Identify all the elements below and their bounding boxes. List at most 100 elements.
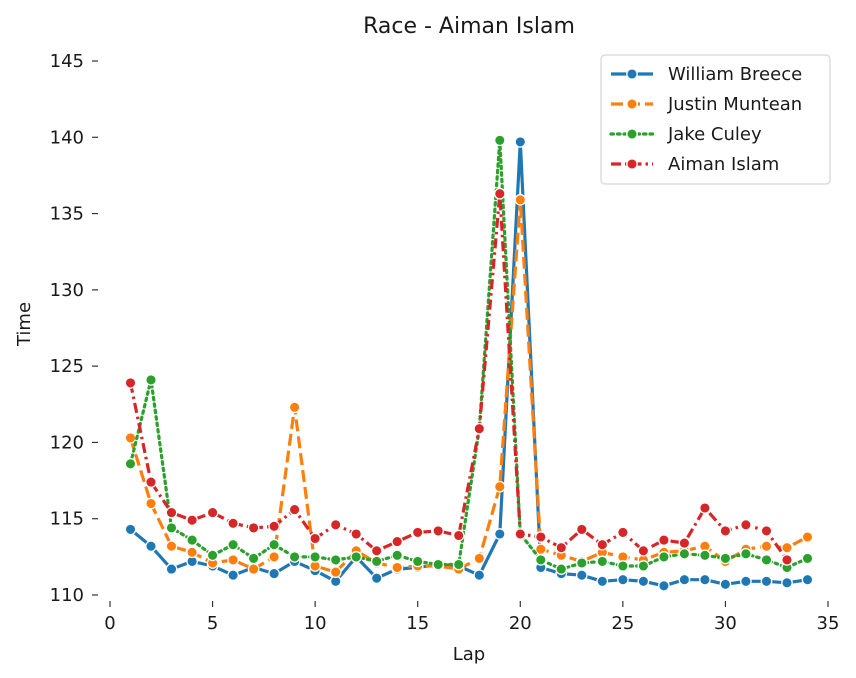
data-point [268,520,280,533]
data-point [575,523,588,536]
data-point [288,503,301,516]
data-point [165,540,178,553]
legend-swatch-marker [626,128,638,140]
y-tick-label: 115 [50,509,84,530]
legend-swatch-marker [626,158,638,170]
data-point [781,576,793,589]
data-point [678,547,691,560]
data-point [555,541,568,554]
data-point [678,573,691,586]
legend: William Breece Justin Muntean Jake Culey Ai… [600,54,831,185]
data-point [329,566,342,578]
data-point [165,563,178,575]
data-point [370,544,383,557]
data-point [227,538,239,551]
data-point [719,552,732,565]
data-point [165,506,178,519]
data-point [473,422,486,435]
data-point [391,549,404,562]
data-point [801,573,814,586]
data-point [350,551,363,563]
series-line [128,192,789,561]
chart-title: Race - Aiman Islam [363,14,575,39]
data-point [473,552,486,565]
x-tick-label: 30 [714,613,737,634]
data-point [719,578,732,591]
y-tick-label: 130 [50,280,84,301]
data-point [432,525,445,537]
data-point [740,575,752,588]
data-point [370,572,383,585]
data-point [617,573,629,586]
data-point [145,374,157,386]
x-tick-label: 10 [304,613,327,634]
data-point [658,551,670,563]
data-point [268,538,280,551]
x-tick-label: 5 [207,613,218,634]
series-line [129,140,808,588]
data-point [534,531,547,543]
legend-item: William Breece [611,64,802,85]
data-point [186,534,198,546]
data-point [124,432,137,444]
data-point [658,534,670,546]
data-point [268,551,280,563]
data-point [493,480,506,493]
legend-swatch-marker [626,68,638,80]
series-layer [124,134,814,592]
data-point [658,579,670,592]
legend-label: William Breece [668,64,802,85]
data-point [617,560,629,572]
y-tick-label: 140 [50,127,84,148]
data-point [206,549,219,562]
series-line [128,138,810,571]
data-point [534,543,547,556]
data-point [637,560,650,572]
x-axis-label: Lap [453,644,485,665]
y-tick-label: 135 [50,204,84,225]
legend-label: Aiman Islam [668,154,779,175]
data-point [309,551,321,563]
data-point [350,528,363,540]
data-point [637,575,650,588]
legend-label: Justin Muntean [667,94,802,115]
data-point [493,528,506,540]
x-tick-label: 15 [406,613,429,634]
data-point [575,569,588,582]
series-line [128,198,809,574]
data-point [596,538,609,551]
y-tick-label: 110 [50,585,84,606]
data-point [678,537,691,549]
data-point [227,517,239,530]
data-point [637,544,650,557]
data-point [781,554,793,566]
data-point [309,532,321,545]
data-point [145,476,157,488]
data-point [329,554,342,566]
x-tick-label: 0 [104,613,115,634]
data-point [596,555,609,568]
data-point [493,134,506,147]
y-tick-label: 120 [50,432,84,453]
data-point [206,506,219,519]
data-point [760,554,773,566]
legend-item: Jake Culey [609,124,762,145]
data-point [740,518,752,531]
legend-label: Jake Culey [667,124,762,145]
y-tick-label: 145 [50,51,84,72]
data-point [493,187,506,200]
data-point [719,525,732,537]
axes: 0 5 10 15 20 25 30 35 110 115 120 125 130 135 140 145 [50,51,840,634]
data-point [596,575,609,588]
x-tick-label: 25 [611,613,634,634]
data-point [145,540,157,553]
legend-item: Justin Muntean [611,94,802,115]
data-point [514,193,527,206]
data-point [124,523,137,536]
data-point [268,567,280,580]
data-point [247,522,260,534]
x-tick-label: 20 [509,613,532,634]
data-point [227,569,239,582]
